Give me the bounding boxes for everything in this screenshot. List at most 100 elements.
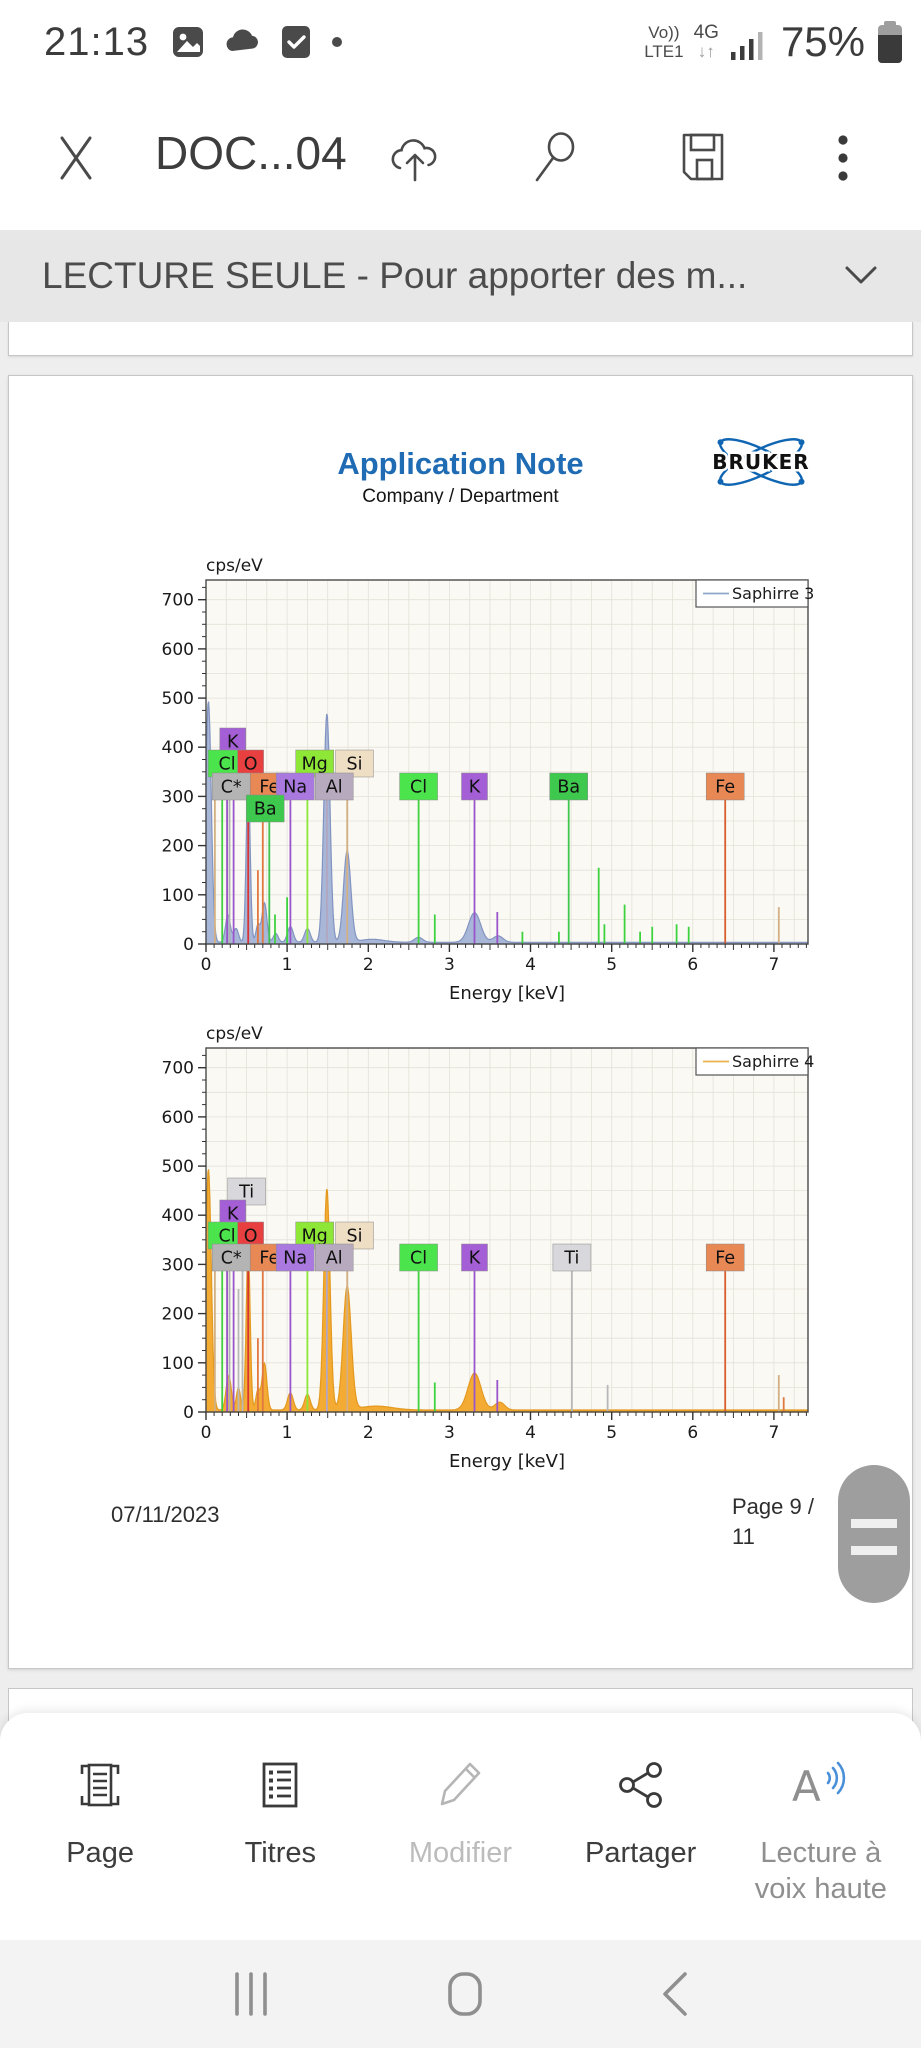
close-icon[interactable] xyxy=(50,130,102,186)
svg-text:3: 3 xyxy=(444,1423,455,1443)
svg-text:400: 400 xyxy=(162,1206,194,1226)
svg-text:Fe: Fe xyxy=(715,778,735,798)
svg-text:O: O xyxy=(244,755,258,775)
svg-text:C*: C* xyxy=(221,778,242,798)
share-icon xyxy=(618,1762,662,1808)
search-icon[interactable] xyxy=(528,130,584,188)
svg-text:K: K xyxy=(227,733,239,753)
svg-text:300: 300 xyxy=(162,1255,194,1275)
svg-text:Na: Na xyxy=(283,778,307,798)
battery-icon xyxy=(878,21,902,63)
upload-cloud-icon[interactable] xyxy=(386,130,444,188)
svg-text:C*: C* xyxy=(221,1249,242,1269)
previous-page-edge xyxy=(8,322,913,356)
back-icon[interactable] xyxy=(655,1968,695,2020)
document-title: DOC...04 xyxy=(155,127,347,179)
svg-text:Ba: Ba xyxy=(254,800,277,820)
page-subtitle: Company / Department xyxy=(362,486,559,504)
toolbar-item-titres[interactable]: Titres xyxy=(192,1757,368,1940)
svg-text:Si: Si xyxy=(347,1227,363,1247)
svg-text:Ba: Ba xyxy=(557,778,580,798)
svg-text:Energy [keV]: Energy [keV] xyxy=(449,1451,565,1472)
overflow-menu-icon[interactable] xyxy=(828,130,858,188)
svg-text:A: A xyxy=(792,1762,821,1811)
bottom-toolbar: Page Titres Modifier xyxy=(0,1713,921,1940)
home-icon[interactable] xyxy=(441,1968,489,2020)
svg-text:Cl: Cl xyxy=(219,1227,236,1247)
svg-text:600: 600 xyxy=(162,1108,194,1128)
pencil-icon xyxy=(441,1762,481,1806)
svg-text:Mg: Mg xyxy=(302,1227,328,1247)
recents-icon[interactable] xyxy=(227,1968,275,2020)
svg-text:Al: Al xyxy=(326,778,343,798)
image-notification-icon xyxy=(173,27,203,57)
svg-text:500: 500 xyxy=(162,689,194,709)
svg-text:0: 0 xyxy=(183,935,194,955)
svg-text:5: 5 xyxy=(606,955,617,975)
svg-text:K: K xyxy=(469,778,481,798)
scroll-handle[interactable] xyxy=(838,1465,910,1603)
svg-text:Saphirre 3: Saphirre 3 xyxy=(732,584,814,603)
svg-text:Ti: Ti xyxy=(238,1183,254,1203)
svg-text:Si: Si xyxy=(347,755,363,775)
read-aloud-icon: A xyxy=(792,1761,845,1811)
app-toolbar: DOC...04 xyxy=(0,84,921,230)
svg-text:BRUKER: BRUKER xyxy=(712,450,809,474)
svg-text:cps/eV: cps/eV xyxy=(206,1024,263,1044)
bruker-logo: BRUKER xyxy=(710,438,811,486)
document-page: Application Note Company / Department BR… xyxy=(8,375,913,1669)
svg-text:Na: Na xyxy=(283,1249,307,1269)
svg-text:200: 200 xyxy=(162,1305,194,1325)
battery-percentage: 75% xyxy=(780,18,865,65)
svg-text:Mg: Mg xyxy=(302,755,328,775)
page-footer-number: Page 9 / 11 xyxy=(732,1494,814,1549)
toolbar-item-page[interactable]: Page xyxy=(12,1757,188,1940)
svg-text:7: 7 xyxy=(768,955,779,975)
svg-text:Cl: Cl xyxy=(410,778,427,798)
svg-text:6: 6 xyxy=(687,1423,698,1443)
svg-text:Energy [keV]: Energy [keV] xyxy=(449,983,565,1004)
svg-text:Al: Al xyxy=(326,1249,343,1269)
toolbar-item-modifier: Modifier xyxy=(372,1757,548,1940)
svg-text:100: 100 xyxy=(162,886,194,906)
svg-text:0: 0 xyxy=(201,955,212,975)
svg-text:3: 3 xyxy=(444,955,455,975)
svg-text:Fe: Fe xyxy=(259,778,279,798)
svg-text:Fe: Fe xyxy=(259,1249,279,1269)
headings-list-icon xyxy=(262,1762,298,1808)
signal-strength-icon xyxy=(730,32,763,60)
svg-text:0: 0 xyxy=(183,1403,194,1423)
chevron-down-icon[interactable] xyxy=(841,262,881,290)
svg-text:K: K xyxy=(227,1205,239,1225)
svg-text:400: 400 xyxy=(162,738,194,758)
svg-text:2: 2 xyxy=(363,955,374,975)
network-type-indicator: 4G ↓↑ xyxy=(693,22,719,61)
svg-text:Cl: Cl xyxy=(410,1249,427,1269)
svg-text:6: 6 xyxy=(687,955,698,975)
save-icon[interactable] xyxy=(676,130,730,184)
svg-text:5: 5 xyxy=(606,1423,617,1443)
cloud-notification-icon xyxy=(226,29,258,51)
svg-text:Saphirre 4: Saphirre 4 xyxy=(732,1052,814,1071)
read-only-banner-text: LECTURE SEULE - Pour apporter des m... xyxy=(42,255,748,296)
document-viewer[interactable]: Application Note Company / Department BR… xyxy=(0,322,921,1940)
svg-text:O: O xyxy=(244,1227,258,1247)
android-nav-bar xyxy=(0,1940,921,2048)
read-only-banner[interactable]: LECTURE SEULE - Pour apporter des m... xyxy=(0,230,921,322)
checkbox-notification-icon xyxy=(282,26,310,58)
notification-icons xyxy=(170,24,344,60)
page-title: Application Note xyxy=(337,446,584,481)
toolbar-item-partager[interactable]: Partager xyxy=(553,1757,729,1940)
svg-text:Ti: Ti xyxy=(563,1249,579,1269)
toolbar-item-lecture-voix-haute[interactable]: A Lecture à voix haute xyxy=(733,1757,909,1940)
svg-text:500: 500 xyxy=(162,1157,194,1177)
svg-text:Fe: Fe xyxy=(715,1249,735,1269)
page-layout-icon xyxy=(80,1763,120,1807)
svg-text:0: 0 xyxy=(201,1423,212,1443)
status-time: 21:13 xyxy=(44,20,150,64)
svg-text:4: 4 xyxy=(525,1423,536,1443)
svg-text:100: 100 xyxy=(162,1354,194,1374)
svg-text:200: 200 xyxy=(162,837,194,857)
svg-text:4: 4 xyxy=(525,955,536,975)
